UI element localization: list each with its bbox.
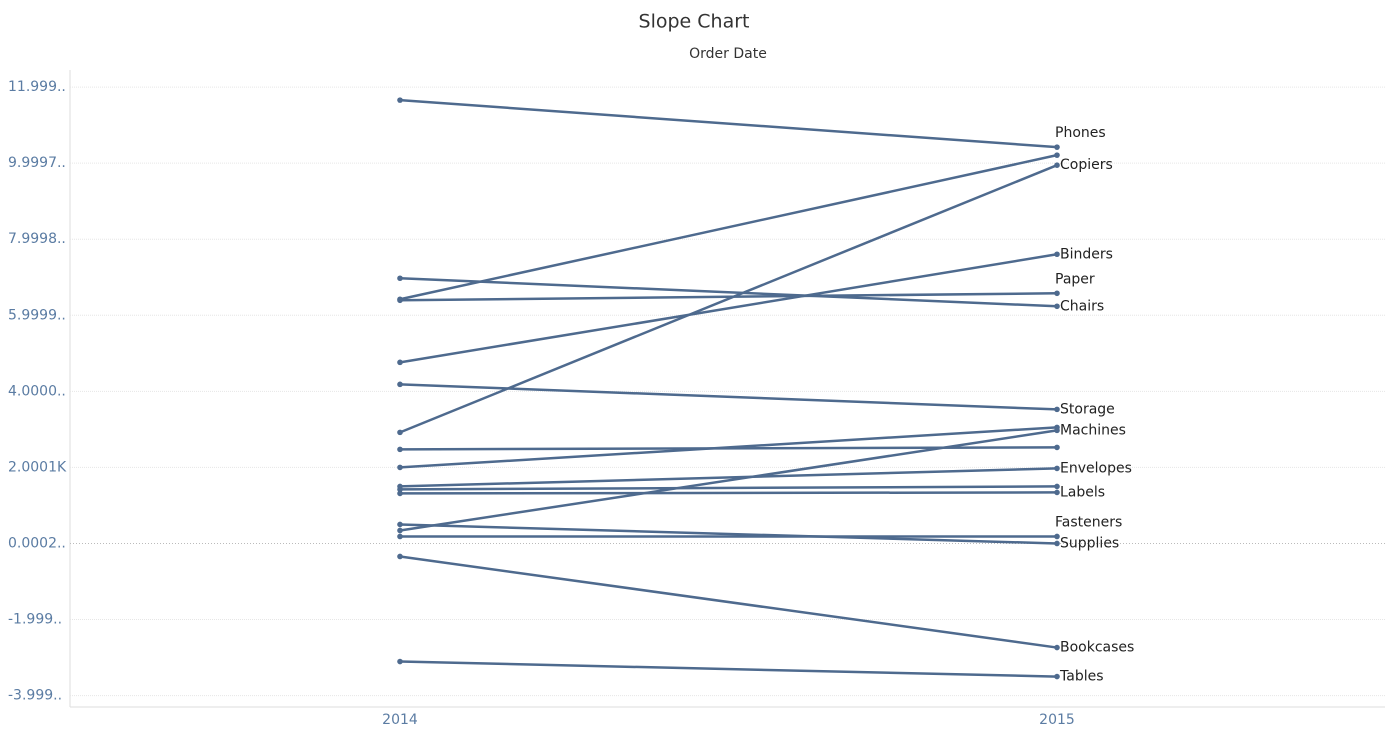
series-label: Machines — [1060, 422, 1126, 438]
y-tick-label: 11.999.. — [8, 79, 66, 95]
series-label: Envelopes — [1060, 460, 1132, 476]
point — [397, 381, 403, 388]
point — [397, 527, 403, 534]
slope-line — [399, 429, 1058, 532]
slope-line — [399, 485, 1058, 491]
point — [397, 359, 403, 366]
slope-line — [399, 277, 1058, 308]
y-tick-label: -1.999.. — [8, 612, 62, 628]
slope-line — [399, 98, 1058, 149]
x-tick-label: 2015 — [1039, 712, 1075, 728]
slope-line — [399, 253, 1058, 364]
slope-line — [399, 491, 1058, 495]
point — [397, 464, 403, 471]
series-label: Phones — [1055, 125, 1106, 141]
slope-line — [399, 660, 1058, 678]
point — [397, 490, 403, 497]
point — [397, 553, 403, 560]
point — [397, 533, 403, 540]
point — [397, 446, 403, 453]
y-tick-label: 0.0002.. — [8, 535, 66, 551]
y-tick-label: 5.9999.. — [8, 307, 66, 323]
point — [1054, 162, 1060, 168]
point — [397, 429, 403, 436]
point — [397, 658, 403, 665]
slope-line — [399, 467, 1058, 488]
y-tick-label: 4.0000.. — [8, 383, 66, 399]
point — [1054, 673, 1060, 680]
point — [1054, 152, 1060, 158]
point — [1054, 540, 1060, 547]
series-label: Supplies — [1060, 535, 1119, 551]
x-tick-label: 2014 — [382, 712, 418, 728]
point — [1054, 644, 1060, 651]
point — [1054, 465, 1060, 472]
y-tick-label: 2.0001K — [8, 459, 67, 475]
x-axis-title: Order Date — [689, 46, 767, 62]
point — [397, 97, 403, 103]
point — [397, 486, 403, 493]
chart-title: Slope Chart — [639, 11, 750, 33]
series-label: Labels — [1060, 484, 1105, 500]
series-label: Copiers — [1060, 157, 1113, 173]
series-label: Paper — [1055, 271, 1095, 287]
series-label: Binders — [1060, 246, 1113, 262]
slope-line — [399, 555, 1058, 649]
point — [397, 521, 403, 528]
point — [1054, 290, 1060, 297]
point — [1054, 303, 1060, 310]
point — [1054, 144, 1060, 150]
series-label: Fasteners — [1055, 514, 1122, 530]
slope-line — [399, 383, 1058, 411]
point — [1054, 483, 1060, 490]
point — [397, 297, 403, 304]
slope-line — [399, 523, 1058, 545]
series-label: Tables — [1059, 669, 1104, 685]
slope-line — [399, 446, 1058, 451]
point — [1054, 424, 1060, 431]
slope-line — [399, 292, 1058, 302]
point — [1054, 444, 1060, 451]
point — [1054, 251, 1060, 258]
point — [1054, 489, 1060, 496]
series-label: Chairs — [1060, 298, 1104, 314]
point — [1054, 406, 1060, 413]
point — [1054, 533, 1060, 540]
slope-line — [399, 153, 1058, 301]
y-tick-label: 7.9998.. — [8, 231, 66, 247]
y-tick-label: 9.9997.. — [8, 155, 66, 171]
series-label: Bookcases — [1060, 640, 1134, 656]
series-label: Storage — [1060, 401, 1115, 417]
point — [397, 275, 403, 282]
y-tick-label: -3.999.. — [8, 688, 62, 704]
